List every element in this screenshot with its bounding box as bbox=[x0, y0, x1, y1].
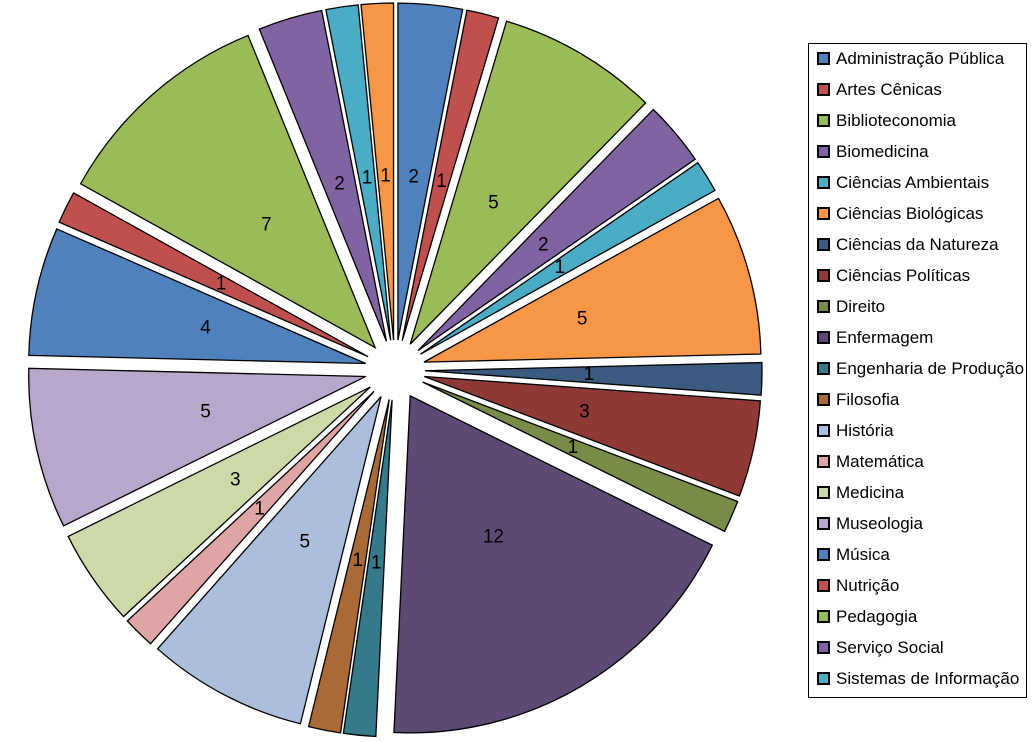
svg-text:1: 1 bbox=[371, 553, 382, 574]
svg-text:1: 1 bbox=[555, 257, 566, 278]
svg-text:1: 1 bbox=[362, 168, 373, 189]
svg-text:1: 1 bbox=[584, 364, 595, 385]
svg-text:5: 5 bbox=[577, 309, 588, 330]
svg-text:2: 2 bbox=[408, 166, 419, 187]
svg-text:5: 5 bbox=[300, 531, 311, 552]
svg-text:5: 5 bbox=[200, 401, 211, 422]
svg-text:1: 1 bbox=[216, 274, 227, 295]
svg-text:1: 1 bbox=[380, 166, 391, 187]
svg-text:7: 7 bbox=[261, 214, 272, 235]
svg-text:1: 1 bbox=[436, 171, 447, 192]
svg-text:1: 1 bbox=[254, 498, 265, 519]
svg-text:5: 5 bbox=[488, 192, 499, 213]
svg-text:1: 1 bbox=[352, 550, 363, 571]
svg-text:4: 4 bbox=[200, 318, 211, 339]
svg-text:3: 3 bbox=[579, 401, 590, 422]
svg-text:1: 1 bbox=[568, 437, 579, 458]
svg-text:12: 12 bbox=[483, 527, 504, 548]
svg-text:3: 3 bbox=[230, 470, 241, 491]
svg-text:2: 2 bbox=[334, 174, 345, 195]
svg-text:2: 2 bbox=[538, 234, 549, 255]
